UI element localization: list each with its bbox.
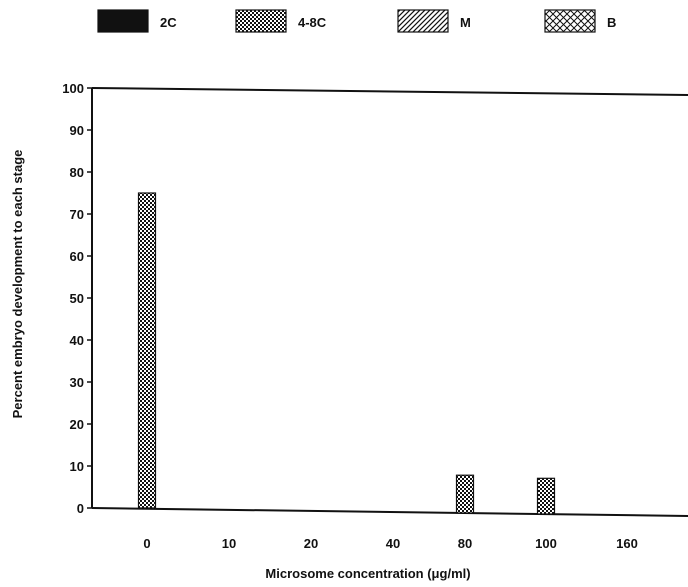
legend-swatch-4-8c	[235, 9, 287, 33]
bar-4-8c-100	[536, 477, 556, 515]
bar-4-8c-0	[137, 192, 157, 509]
bars	[137, 192, 556, 515]
y-tick-label: 20	[70, 417, 84, 432]
y-tick-label: 100	[62, 81, 84, 96]
x-axis-title: Microsome concentration (μg/ml)	[265, 566, 470, 581]
y-tick-label: 70	[70, 207, 84, 222]
y-tick-label: 10	[70, 459, 84, 474]
x-axis-line	[91, 507, 688, 517]
bar-4-8c-80	[455, 474, 475, 514]
x-tick-label: 80	[458, 536, 472, 551]
y-tick-label: 50	[70, 291, 84, 306]
x-tick-label: 20	[304, 536, 318, 551]
y-tick-label: 60	[70, 249, 84, 264]
y-tick-label: 0	[77, 501, 84, 516]
legend: 2C 4-8C M B	[97, 9, 616, 33]
legend-swatch-b	[544, 9, 596, 33]
y-ticks: 0 10 20 30 40 50 60 70 80 90 100	[62, 81, 92, 516]
x-tick-label: 160	[616, 536, 638, 551]
legend-swatch-2c	[97, 9, 149, 33]
y-tick-label: 30	[70, 375, 84, 390]
x-tick-label: 10	[222, 536, 236, 551]
plot-top-border	[91, 87, 688, 96]
legend-swatch-m	[397, 9, 449, 33]
legend-label-m: M	[460, 15, 471, 30]
x-tick-label: 40	[386, 536, 400, 551]
legend-label-4-8c: 4-8C	[298, 15, 327, 30]
x-tick-labels: 0 10 20 40 80 100 160	[143, 536, 637, 551]
y-tick-label: 90	[70, 123, 84, 138]
x-tick-label: 100	[535, 536, 557, 551]
y-tick-label: 80	[70, 165, 84, 180]
x-tick-label: 0	[143, 536, 150, 551]
y-axis-title: Percent embryo development to each stage	[10, 150, 25, 419]
legend-label-b: B	[607, 15, 616, 30]
axes	[91, 87, 688, 517]
y-tick-label: 40	[70, 333, 84, 348]
legend-label-2c: 2C	[160, 15, 177, 30]
